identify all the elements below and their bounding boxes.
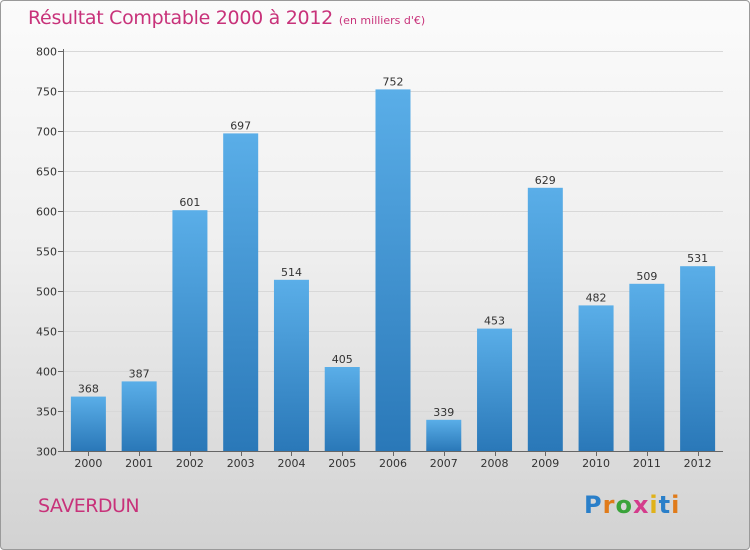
bar (375, 89, 411, 452)
x-tick-label: 2008 (481, 457, 509, 470)
logo-letter: x (632, 491, 650, 519)
x-tick-label: 2003 (227, 457, 255, 470)
logo-letter: P (584, 491, 603, 519)
x-tick-label: 2011 (633, 457, 661, 470)
x-tick-label: 2012 (684, 457, 712, 470)
y-tick-label: 800 (36, 46, 57, 59)
y-tick-label: 650 (36, 166, 57, 179)
chart-subtitle: (en milliers d'€) (338, 14, 426, 27)
bar (527, 187, 563, 452)
y-tick-label: 600 (36, 206, 57, 219)
bar-value-label: 482 (586, 291, 607, 304)
bar-value-label: 368 (78, 383, 99, 396)
bar (324, 367, 360, 451)
x-tick-label: 2005 (328, 457, 356, 470)
chart-title-text: Résultat Comptable 2000 à 2012 (28, 7, 333, 29)
bar (629, 283, 665, 451)
y-tick-label: 550 (36, 246, 57, 259)
x-tick-label: 2000 (74, 457, 102, 470)
bar-value-label: 339 (433, 406, 454, 419)
bar (172, 210, 208, 451)
logo-letter: i (671, 491, 681, 519)
logo-letter: t (658, 491, 672, 519)
bar (477, 328, 513, 451)
y-tick-label: 400 (36, 366, 57, 379)
logo-letter: r (602, 491, 616, 519)
x-tick-label: 2002 (176, 457, 204, 470)
x-tick-label: 2001 (125, 457, 153, 470)
chart-title: Résultat Comptable 2000 à 2012 (en millie… (28, 7, 425, 29)
x-tick-label: 2006 (379, 457, 407, 470)
y-tick-label: 450 (36, 326, 57, 339)
commune-name: SAVERDUN (38, 495, 140, 517)
y-tick-label: 300 (36, 446, 57, 459)
labels: 300 350 400 450 500 550 600 650 700 750 800 368 2000… (36, 46, 712, 471)
logo-letter: i (649, 491, 659, 519)
bar (70, 396, 106, 451)
bar-value-label: 752 (383, 75, 404, 88)
bar (273, 279, 309, 451)
bar (578, 305, 614, 451)
y-tick-label: 700 (36, 126, 57, 139)
y-tick-label: 350 (36, 406, 57, 419)
bar-value-label: 453 (484, 315, 505, 328)
bar-value-label: 629 (535, 174, 556, 187)
logo-letter: o (615, 491, 633, 519)
x-tick-label: 2007 (430, 457, 458, 470)
bar-value-label: 514 (281, 266, 302, 279)
axes (58, 49, 723, 456)
proxiti-logo: Proxiti (584, 491, 680, 519)
bar-value-label: 405 (332, 353, 353, 366)
x-tick-label: 2009 (531, 457, 559, 470)
bar-value-label: 601 (179, 196, 200, 209)
bar (121, 381, 157, 451)
x-tick-label: 2004 (277, 457, 305, 470)
bar (426, 419, 462, 451)
bar-value-label: 531 (687, 252, 708, 265)
bar (680, 266, 716, 451)
y-tick-label: 750 (36, 86, 57, 99)
bar-value-label: 697 (230, 119, 251, 132)
bars (70, 89, 716, 452)
x-tick-label: 2010 (582, 457, 610, 470)
bar-value-label: 387 (129, 367, 150, 380)
bar (223, 133, 259, 451)
bar-value-label: 509 (636, 270, 657, 283)
y-tick-label: 500 (36, 286, 57, 299)
